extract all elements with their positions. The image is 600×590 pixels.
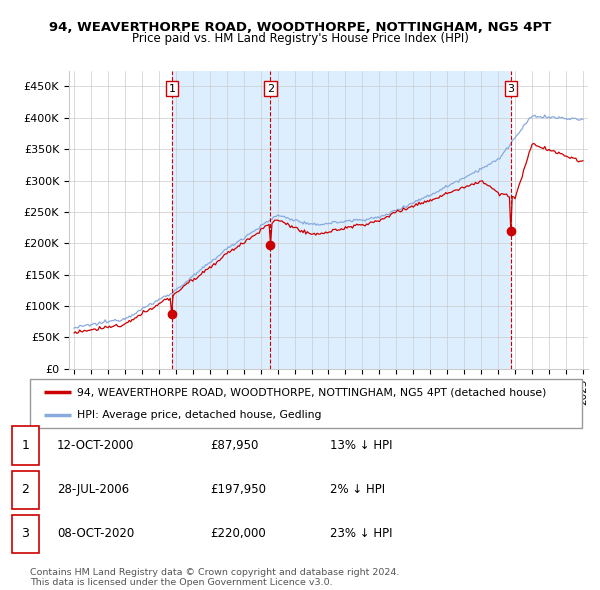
- Text: £197,950: £197,950: [210, 483, 266, 496]
- Text: 13% ↓ HPI: 13% ↓ HPI: [330, 439, 392, 452]
- Text: 94, WEAVERTHORPE ROAD, WOODTHORPE, NOTTINGHAM, NG5 4PT (detached house): 94, WEAVERTHORPE ROAD, WOODTHORPE, NOTTI…: [77, 388, 546, 398]
- Text: Contains HM Land Registry data © Crown copyright and database right 2024.
This d: Contains HM Land Registry data © Crown c…: [30, 568, 400, 587]
- Text: 1: 1: [169, 84, 176, 94]
- Text: £87,950: £87,950: [210, 439, 259, 452]
- Text: 94, WEAVERTHORPE ROAD, WOODTHORPE, NOTTINGHAM, NG5 4PT: 94, WEAVERTHORPE ROAD, WOODTHORPE, NOTTI…: [49, 21, 551, 34]
- Text: 23% ↓ HPI: 23% ↓ HPI: [330, 527, 392, 540]
- Text: 2: 2: [21, 483, 29, 496]
- Text: 2: 2: [267, 84, 274, 94]
- Text: 12-OCT-2000: 12-OCT-2000: [57, 439, 134, 452]
- Text: £220,000: £220,000: [210, 527, 266, 540]
- Text: 1: 1: [21, 439, 29, 452]
- Text: 2% ↓ HPI: 2% ↓ HPI: [330, 483, 385, 496]
- Text: 08-OCT-2020: 08-OCT-2020: [57, 527, 134, 540]
- Bar: [172, 71, 511, 369]
- Text: Price paid vs. HM Land Registry's House Price Index (HPI): Price paid vs. HM Land Registry's House …: [131, 32, 469, 45]
- Text: HPI: Average price, detached house, Gedling: HPI: Average price, detached house, Gedl…: [77, 409, 322, 419]
- Text: 3: 3: [21, 527, 29, 540]
- Text: 3: 3: [508, 84, 515, 94]
- Text: 28-JUL-2006: 28-JUL-2006: [57, 483, 129, 496]
